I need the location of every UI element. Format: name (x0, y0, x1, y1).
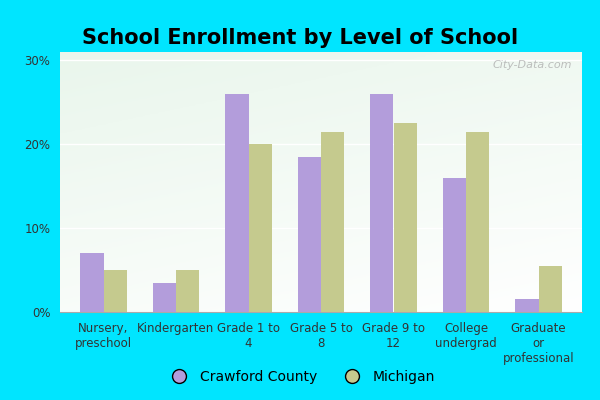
Legend: Crawford County, Michigan: Crawford County, Michigan (160, 364, 440, 389)
Bar (539, 266, 562, 312)
Bar (466, 132, 489, 312)
Bar (298, 157, 321, 312)
Bar (176, 270, 199, 312)
Bar (321, 132, 344, 312)
Bar (515, 300, 539, 312)
Bar (104, 270, 127, 312)
Bar (226, 94, 248, 312)
Text: City-Data.com: City-Data.com (492, 60, 572, 70)
Bar (153, 283, 176, 312)
Bar (80, 253, 104, 312)
Bar (394, 123, 417, 312)
Bar (248, 144, 272, 312)
Bar (370, 94, 394, 312)
Bar (443, 178, 466, 312)
Text: School Enrollment by Level of School: School Enrollment by Level of School (82, 28, 518, 48)
